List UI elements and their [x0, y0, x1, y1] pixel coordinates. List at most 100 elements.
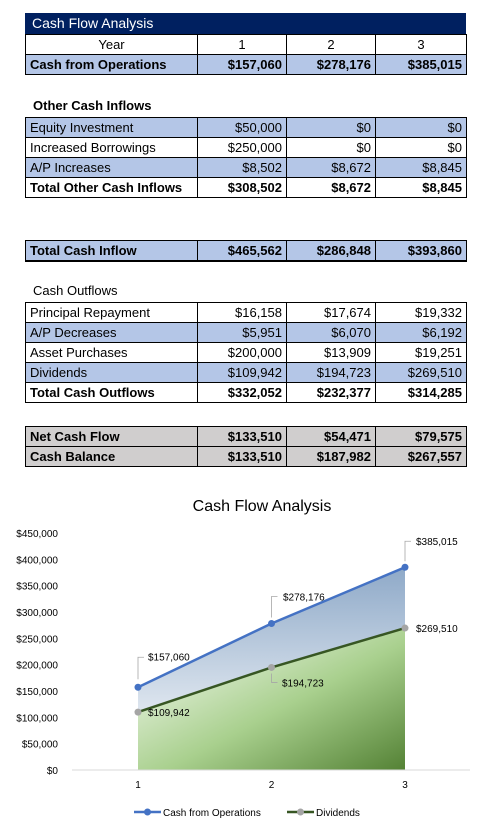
- dividends-area: [138, 628, 405, 770]
- year-header-row: Year 1 2 3: [25, 34, 467, 55]
- value-cell: $79,575: [375, 426, 467, 447]
- y-tick-label: $450,000: [16, 529, 58, 540]
- y-tick-label: $150,000: [16, 687, 58, 698]
- row-label: Principal Repayment: [25, 302, 198, 323]
- value-cell: $8,672: [286, 157, 376, 178]
- dividends-point: [401, 624, 409, 632]
- value-cell: $194,723: [286, 362, 376, 383]
- other-inflows-table: Equity Investment $50,000 $0 $0 Increase…: [25, 117, 467, 198]
- value-cell: $109,942: [197, 362, 287, 383]
- value-cell: $8,845: [375, 177, 467, 198]
- cash-flow-chart: Cash Flow Analysis $0 $50,000 $100,000 $150…: [16, 498, 470, 819]
- row-label: Total Cash Outflows: [25, 382, 198, 403]
- value-cell: $332,052: [197, 382, 287, 403]
- value-cell: $17,674: [286, 302, 376, 323]
- dividends-point: [268, 663, 275, 671]
- x-tick-label: 3: [402, 780, 408, 791]
- legend-dividends-marker: [297, 808, 304, 816]
- value-cell: $250,000: [197, 137, 287, 158]
- row-label: A/P Decreases: [25, 322, 198, 343]
- value-cell: $308,502: [197, 177, 287, 198]
- total-row: Total Other Cash Inflows $308,502 $8,672…: [25, 177, 467, 198]
- value-cell: $19,251: [375, 342, 467, 363]
- cash-balance-row: Cash Balance $133,510 $187,982 $267,557: [25, 446, 467, 467]
- table-title: Cash Flow Analysis: [25, 13, 466, 34]
- operations-point: [268, 619, 275, 627]
- value-cell: $50,000: [197, 117, 287, 138]
- table-row: Asset Purchases $200,000 $13,909 $19,251: [25, 342, 467, 363]
- value-cell: $278,176: [286, 54, 376, 75]
- value-cell: $8,672: [286, 177, 376, 198]
- value-cell: $16,158: [197, 302, 287, 323]
- value-cell: $6,192: [375, 322, 467, 343]
- row-label: Asset Purchases: [25, 342, 198, 363]
- value-cell: $267,557: [375, 446, 467, 467]
- year-label: Year: [25, 34, 198, 55]
- other-inflows-heading: Other Cash Inflows: [33, 98, 152, 113]
- total-inflow-table: Total Cash Inflow $465,562 $286,848 $393…: [25, 240, 467, 262]
- value-cell: $385,015: [375, 54, 467, 75]
- value-cell: $19,332: [375, 302, 467, 323]
- legend-label: Cash from Operations: [163, 808, 261, 819]
- row-label: Net Cash Flow: [25, 426, 198, 447]
- operations-point: [134, 683, 142, 691]
- label-leader-line: [271, 673, 278, 683]
- data-label: $109,942: [148, 708, 190, 719]
- row-label: Cash from Operations: [25, 54, 198, 75]
- operations-row: Cash from Operations $157,060 $278,176 $…: [25, 54, 467, 75]
- y-tick-label: $350,000: [16, 582, 58, 593]
- value-cell: $0: [286, 117, 376, 138]
- operations-point: [401, 563, 409, 571]
- table-row: A/P Decreases $5,951 $6,070 $6,192: [25, 322, 467, 343]
- year-cell: 1: [197, 34, 287, 55]
- value-cell: $8,502: [197, 157, 287, 178]
- value-cell: $5,951: [197, 322, 287, 343]
- y-tick-label: $400,000: [16, 555, 58, 566]
- row-label: Increased Borrowings: [25, 137, 198, 158]
- summary-table: Net Cash Flow $133,510 $54,471 $79,575 C…: [25, 426, 467, 467]
- y-tick-label: $50,000: [22, 740, 59, 751]
- y-tick-label: $200,000: [16, 661, 58, 672]
- net-cash-flow-row: Net Cash Flow $133,510 $54,471 $79,575: [25, 426, 467, 447]
- data-label: $278,176: [283, 592, 325, 603]
- x-tick-label: 1: [135, 780, 141, 791]
- data-label: $269,510: [416, 624, 458, 635]
- value-cell: $8,845: [375, 157, 467, 178]
- total-row: Total Cash Outflows $332,052 $232,377 $3…: [25, 382, 467, 403]
- table-row: A/P Increases $8,502 $8,672 $8,845: [25, 157, 467, 178]
- data-label: $157,060: [148, 652, 190, 663]
- row-label: A/P Increases: [25, 157, 198, 178]
- year-cell: 2: [286, 34, 376, 55]
- row-label: Cash Balance: [25, 446, 198, 467]
- outflows-heading: Cash Outflows: [33, 283, 118, 298]
- data-label: $385,015: [416, 537, 458, 548]
- outflows-table: Principal Repayment $16,158 $17,674 $19,…: [25, 302, 467, 403]
- table-row: Principal Repayment $16,158 $17,674 $19,…: [25, 302, 467, 323]
- value-cell: $0: [375, 137, 467, 158]
- label-leader-line: [404, 540, 411, 562]
- value-cell: $187,982: [286, 446, 376, 467]
- chart-title: Cash Flow Analysis: [193, 498, 332, 515]
- label-leader-line: [271, 596, 278, 618]
- table-row: Equity Investment $50,000 $0 $0: [25, 117, 467, 138]
- legend-operations-marker: [144, 808, 151, 816]
- value-cell: $465,562: [197, 240, 287, 262]
- data-label: $194,723: [282, 678, 324, 689]
- value-cell: $54,471: [286, 426, 376, 447]
- value-cell: $133,510: [197, 446, 287, 467]
- value-cell: $133,510: [197, 426, 287, 447]
- year-header-table: Year 1 2 3 Cash from Operations $157,060…: [25, 34, 467, 75]
- table-row: Dividends $109,942 $194,723 $269,510: [25, 362, 467, 383]
- value-cell: $232,377: [286, 382, 376, 403]
- value-cell: $314,285: [375, 382, 467, 403]
- legend-label: Dividends: [316, 808, 360, 819]
- value-cell: $0: [286, 137, 376, 158]
- value-cell: $157,060: [197, 54, 287, 75]
- row-label: Dividends: [25, 362, 198, 383]
- value-cell: $0: [375, 117, 467, 138]
- year-cell: 3: [375, 34, 467, 55]
- value-cell: $13,909: [286, 342, 376, 363]
- y-tick-label: $100,000: [16, 713, 58, 724]
- x-tick-label: 2: [269, 780, 275, 791]
- value-cell: $200,000: [197, 342, 287, 363]
